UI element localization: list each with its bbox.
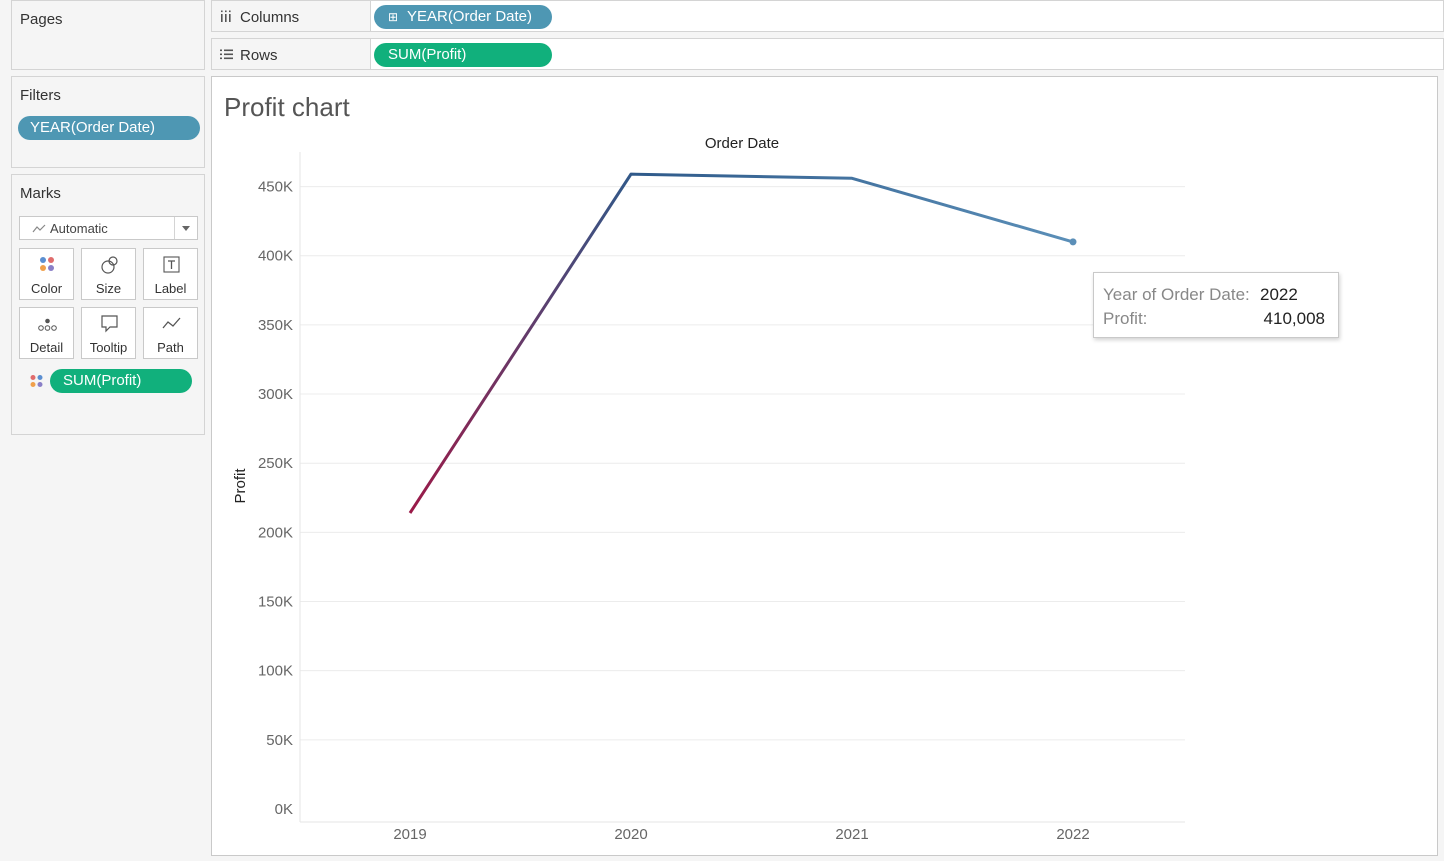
size-circles-icon [101, 256, 118, 274]
color-button-label: Color [30, 281, 63, 296]
rows-icon [220, 49, 233, 60]
size-button[interactable]: Size [81, 248, 136, 300]
columns-icon [221, 10, 231, 22]
columns-label: Columns [240, 9, 300, 26]
worksheet-view: Profit chart [211, 76, 1438, 856]
pages-card: Pages [11, 0, 205, 70]
size-button-label: Size [95, 281, 122, 296]
label-button[interactable]: Label [143, 248, 198, 300]
rows-drop-area[interactable]: SUM(Profit) [370, 39, 1443, 69]
rows-pill-label: SUM(Profit) [388, 46, 467, 63]
color-encoding-icon [30, 375, 43, 387]
hover-tooltip: Year of Order Date: 2022 Profit: 410,008 [1093, 272, 1339, 338]
columns-shelf: Columns ⊞ YEAR(Order Date) [211, 0, 1444, 32]
marks-color-pill-label: SUM(Profit) [63, 372, 142, 389]
filter-pill-year-order-date[interactable]: YEAR(Order Date) [18, 116, 200, 140]
tooltip-year-value: 2022 [1260, 285, 1298, 304]
mark-type-dropdown[interactable]: Automatic [19, 216, 198, 240]
filter-pill-label: YEAR(Order Date) [30, 119, 156, 136]
path-button-label: Path [157, 340, 184, 355]
tooltip-profit-value: 410,008 [1263, 309, 1325, 328]
color-button[interactable]: Color [19, 248, 74, 300]
marks-title: Marks [20, 185, 61, 202]
chevron-down-icon[interactable] [174, 217, 197, 239]
worksheet-title: Profit chart [224, 92, 350, 122]
tooltip-button-label: Tooltip [89, 340, 128, 355]
plus-box-icon[interactable]: ⊞ [388, 10, 399, 24]
line-mark-icon [32, 224, 46, 233]
filters-card: Filters YEAR(Order Date) [11, 76, 205, 168]
detail-button[interactable]: Detail [19, 307, 74, 359]
marks-color-pill-sum-profit[interactable]: SUM(Profit) [50, 369, 192, 393]
pages-title: Pages [20, 11, 63, 28]
detail-button-label: Detail [29, 340, 64, 355]
tooltip-year-key: Year of Order Date: [1103, 285, 1250, 304]
columns-pill-label: YEAR(Order Date) [406, 8, 533, 25]
color-palette-icon [40, 257, 54, 271]
detail-dots-icon [38, 318, 57, 331]
rows-label: Rows [240, 47, 278, 64]
text-label-icon [163, 256, 180, 273]
tooltip-button[interactable]: Tooltip [81, 307, 136, 359]
columns-pill-year-order-date[interactable]: ⊞ YEAR(Order Date) [374, 5, 552, 29]
rows-shelf: Rows SUM(Profit) [211, 38, 1444, 70]
rows-pill-sum-profit[interactable]: SUM(Profit) [374, 43, 552, 67]
label-button-label: Label [154, 281, 187, 296]
tooltip-profit-key: Profit: [1103, 309, 1148, 328]
filters-title: Filters [20, 87, 61, 104]
speech-bubble-icon [101, 315, 118, 333]
columns-drop-area[interactable]: ⊞ YEAR(Order Date) [370, 1, 1443, 31]
mark-type-label: Automatic [50, 221, 108, 236]
marks-card: Marks Automatic Color Size Label [11, 174, 205, 435]
path-button[interactable]: Path [143, 307, 198, 359]
path-line-icon [162, 317, 181, 329]
